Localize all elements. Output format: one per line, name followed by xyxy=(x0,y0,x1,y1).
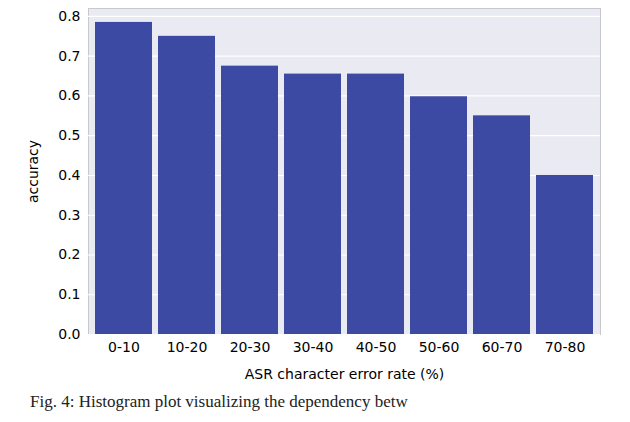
svg-text:40-50: 40-50 xyxy=(356,339,397,355)
svg-text:10-20: 10-20 xyxy=(167,339,208,355)
svg-text:0.1: 0.1 xyxy=(58,286,80,302)
svg-text:0.6: 0.6 xyxy=(58,87,80,103)
svg-text:0.4: 0.4 xyxy=(58,167,80,183)
svg-text:20-30: 20-30 xyxy=(230,339,271,355)
svg-text:0.5: 0.5 xyxy=(58,127,80,143)
svg-text:0.8: 0.8 xyxy=(58,8,80,24)
svg-text:accuracy: accuracy xyxy=(25,140,41,203)
svg-text:0.3: 0.3 xyxy=(58,207,80,223)
svg-text:70-80: 70-80 xyxy=(545,339,586,355)
svg-text:30-40: 30-40 xyxy=(293,339,334,355)
svg-text:0.0: 0.0 xyxy=(58,326,80,342)
svg-text:0.7: 0.7 xyxy=(58,48,80,64)
svg-text:0.2: 0.2 xyxy=(58,246,80,262)
html-text:Fig. 4: Histogram plot visuali: Fig. 4: Histogram plot visualizing the d… xyxy=(30,392,408,411)
svg-text:60-70: 60-70 xyxy=(482,339,523,355)
svg-text:ASR character error rate (%): ASR character error rate (%) xyxy=(245,366,445,382)
svg-text:0-10: 0-10 xyxy=(108,339,140,355)
svg-text:50-60: 50-60 xyxy=(419,339,460,355)
